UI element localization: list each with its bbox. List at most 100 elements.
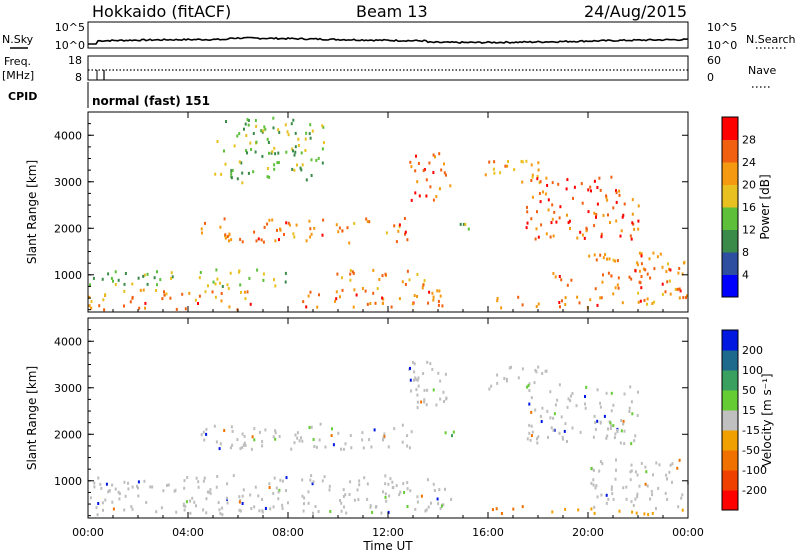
heatmap-cell (607, 497, 610, 501)
heatmap-cell (241, 445, 244, 449)
colorbar-segment (722, 350, 738, 371)
heatmap-cell (202, 430, 205, 434)
heatmap-cell (97, 476, 100, 480)
heatmap-cell (310, 174, 313, 177)
heatmap-cell (219, 442, 222, 446)
heatmap-cell (593, 224, 596, 228)
heatmap-cell (118, 492, 121, 496)
heatmap-cell (646, 484, 649, 488)
heatmap-cell (442, 503, 445, 507)
heatmap-cell (383, 432, 386, 436)
heatmap-cell (267, 141, 270, 144)
heatmap-cell (160, 506, 163, 510)
heatmap-cell (444, 431, 447, 435)
heatmap-cell (432, 171, 435, 174)
heatmap-cell (416, 295, 418, 298)
heatmap-cell (167, 483, 170, 487)
heatmap-cell (612, 424, 615, 428)
heatmap-cell (296, 163, 298, 167)
heatmap-cell (590, 481, 593, 485)
heatmap-cell (534, 368, 537, 372)
heatmap-cell (214, 282, 217, 286)
freq-tick-low: 8 (75, 71, 82, 84)
heatmap-cell (664, 491, 667, 495)
heatmap-cell (423, 279, 426, 283)
heatmap-cell (156, 270, 158, 274)
heatmap-cell (90, 300, 93, 303)
heatmap-cell (665, 270, 668, 273)
heatmap-cell (444, 487, 446, 491)
heatmap-cell (340, 509, 343, 513)
station-title: Hokkaido (fitACF) (92, 2, 231, 21)
heatmap-cell (273, 167, 276, 171)
heatmap-cell (223, 217, 226, 221)
heatmap-cell (88, 304, 91, 308)
heatmap-cell (398, 223, 401, 227)
ytick-label: 2000 (54, 222, 82, 235)
heatmap-cell (406, 481, 409, 485)
heatmap-cell (638, 484, 641, 488)
heatmap-cell (264, 507, 267, 510)
heatmap-cell (610, 409, 613, 413)
heatmap-cell (636, 473, 639, 477)
heatmap-cell (638, 269, 641, 273)
heatmap-cell (129, 300, 132, 304)
heatmap-cell (202, 508, 205, 512)
heatmap-cell (329, 510, 332, 513)
heatmap-cell (648, 257, 651, 261)
heatmap-cell (266, 175, 269, 179)
heatmap-cell (558, 275, 561, 278)
heatmap-cell (255, 140, 258, 144)
heatmap-cell (615, 191, 618, 195)
heatmap-cell (277, 128, 280, 132)
heatmap-cell (353, 498, 356, 502)
heatmap-cell (530, 163, 533, 167)
colorbar-segment (722, 370, 738, 391)
colorbar-segment (722, 229, 738, 253)
heatmap-cell (630, 400, 633, 404)
ytick-label: 4000 (54, 129, 82, 142)
heatmap-cell (601, 280, 604, 284)
heatmap-cell (107, 490, 110, 494)
heatmap-cell (131, 282, 134, 286)
heatmap-cell (630, 237, 633, 241)
heatmap-cell (621, 301, 624, 305)
heatmap-cell (255, 124, 258, 128)
heatmap-cell (631, 212, 634, 216)
heatmap-cell (530, 396, 533, 400)
heatmap-cell (284, 280, 287, 284)
heatmap-cell (103, 308, 106, 312)
heatmap-cell (536, 210, 538, 214)
heatmap-cell (260, 238, 263, 242)
heatmap-cell (637, 219, 640, 223)
heatmap-cell (230, 169, 233, 173)
heatmap-cell (414, 169, 417, 173)
heatmap-cell (342, 495, 345, 498)
heatmap-cell (137, 486, 139, 490)
heatmap-cell (321, 161, 324, 165)
heatmap-cell (631, 510, 634, 514)
heatmap-cell (387, 510, 390, 514)
heatmap-cell (560, 278, 563, 282)
heatmap-cell (382, 436, 385, 440)
heatmap-cell (114, 487, 117, 491)
heatmap-cell (440, 504, 443, 508)
heatmap-cell (324, 445, 327, 449)
heatmap-cell (366, 497, 369, 501)
heatmap-cell (142, 288, 145, 292)
heatmap-cell (92, 276, 95, 280)
heatmap-cell (315, 158, 318, 162)
heatmap-cell (202, 479, 205, 483)
heatmap-cell (593, 505, 596, 509)
heatmap-cell (409, 489, 412, 493)
heatmap-cell (581, 233, 584, 237)
heatmap-cell (417, 162, 420, 165)
heatmap-cell (536, 437, 538, 441)
heatmap-cell (585, 226, 588, 230)
heatmap-cell (622, 486, 625, 490)
heatmap-cell (630, 442, 633, 446)
heatmap-cell (275, 486, 278, 490)
heatmap-cell (117, 490, 120, 494)
power-colorbar-label: Power [dB] (758, 174, 772, 239)
heatmap-cell (423, 398, 426, 402)
